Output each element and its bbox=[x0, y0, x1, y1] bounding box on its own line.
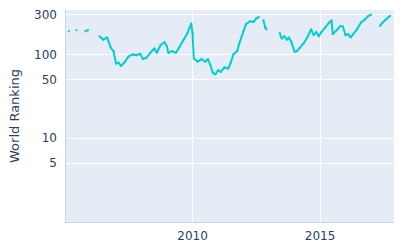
svg-text:300: 300 bbox=[34, 8, 57, 22]
svg-text:2010: 2010 bbox=[177, 229, 208, 243]
svg-text:2015: 2015 bbox=[305, 229, 336, 243]
svg-text:World Ranking: World Ranking bbox=[7, 69, 22, 163]
svg-text:100: 100 bbox=[34, 48, 57, 62]
svg-text:50: 50 bbox=[42, 73, 57, 87]
svg-text:10: 10 bbox=[42, 131, 57, 145]
svg-text:5: 5 bbox=[49, 156, 57, 170]
